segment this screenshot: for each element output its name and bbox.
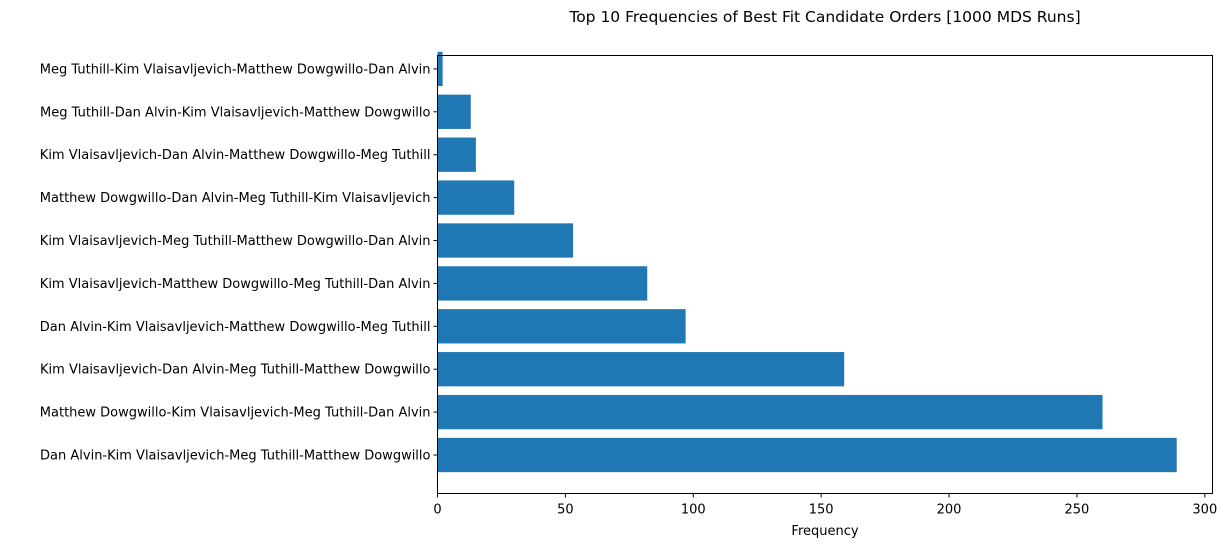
category-labels-group: Dan Alvin-Kim Vlaisavljevich-Meg Tuthill… — [40, 62, 438, 464]
x-tick-label: 150 — [809, 503, 834, 518]
x-tick-label: 200 — [937, 503, 962, 518]
category-label: Dan Alvin-Kim Vlaisavljevich-Meg Tuthill… — [40, 449, 431, 464]
x-tick-label: 100 — [681, 503, 706, 518]
category-label: Dan Alvin-Kim Vlaisavljevich-Matthew Dow… — [40, 320, 431, 335]
x-tick-label: 0 — [433, 503, 441, 518]
plot-frame — [437, 55, 1213, 494]
bar — [437, 437, 1177, 473]
x-tick-label: 300 — [1192, 503, 1217, 518]
category-label: Kim Vlaisavljevich-Dan Alvin-Matthew Dow… — [40, 148, 431, 163]
bar — [437, 137, 476, 172]
bar — [437, 352, 845, 387]
x-axis-label: Frequency — [791, 524, 858, 539]
category-label: Kim Vlaisavljevich-Dan Alvin-Meg Tuthill… — [40, 363, 431, 378]
bar — [437, 394, 1103, 430]
bar — [437, 94, 471, 129]
x-tick-label: 50 — [557, 503, 574, 518]
category-label: Kim Vlaisavljevich-Meg Tuthill-Matthew D… — [40, 234, 431, 249]
bars-group — [437, 51, 1177, 473]
bar — [437, 180, 515, 215]
category-label: Kim Vlaisavljevich-Matthew Dowgwillo-Meg… — [40, 277, 431, 292]
chart-title: Top 10 Frequencies of Best Fit Candidate… — [568, 8, 1080, 26]
bar — [437, 51, 443, 87]
category-label: Meg Tuthill-Kim Vlaisavljevich-Matthew D… — [40, 62, 431, 77]
x-tick-label: 250 — [1065, 503, 1090, 518]
bar — [437, 223, 574, 258]
category-label: Matthew Dowgwillo-Kim Vlaisavljevich-Meg… — [40, 406, 431, 421]
bar — [437, 266, 648, 301]
x-ticks-group: 0 50 100 150 200 250 300 — [433, 493, 1217, 518]
bar — [437, 309, 686, 344]
category-label: Meg Tuthill-Dan Alvin-Kim Vlaisavljevich… — [40, 105, 431, 120]
category-label: Matthew Dowgwillo-Dan Alvin-Meg Tuthill-… — [40, 191, 431, 206]
